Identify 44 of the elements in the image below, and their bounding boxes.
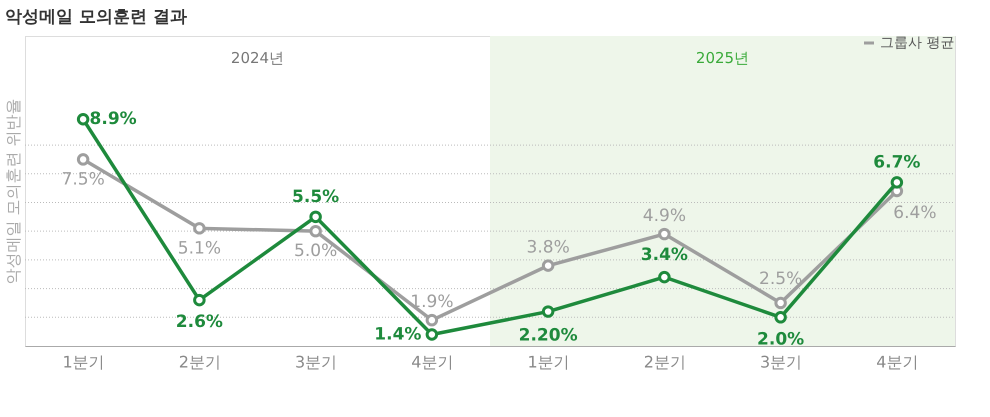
data-label: 2.5% [759, 268, 802, 289]
data-label: 2.0% [757, 329, 804, 350]
annotation: 2025년 [696, 49, 750, 67]
y-axis-title: 악성메일 모의훈련 위반율 [4, 98, 22, 285]
point [426, 328, 438, 341]
data-label: 3.4% [640, 245, 688, 266]
data-label: 5.0% [294, 241, 338, 262]
x-tick-label: 1분기 [528, 352, 570, 372]
point [542, 305, 554, 318]
point [193, 294, 206, 306]
data-label: 2.6% [176, 312, 223, 332]
point [76, 153, 90, 166]
x-tick-label: 3분기 [760, 352, 802, 372]
x-tick-label: 2분기 [178, 352, 221, 372]
data-label: 4.9% [642, 206, 686, 226]
data-label: 1.9% [410, 292, 454, 312]
legend-label: 그룹사 평균 [880, 35, 954, 51]
data-label: 7.5% [62, 169, 105, 190]
point [309, 224, 322, 238]
point [658, 270, 671, 284]
data-label: 1.4% [374, 324, 422, 345]
data-label: 8.9% [90, 109, 137, 130]
x-tick-label: 3분기 [295, 352, 338, 372]
x-tick-label: 4분기 [876, 352, 918, 372]
point [774, 311, 787, 324]
annotation: 2024년 [230, 49, 284, 67]
x-tick-label: 2분기 [644, 352, 686, 372]
data-label: 2.20% [518, 326, 578, 346]
data-label: 6.4% [893, 203, 936, 223]
data-label: 3.8% [526, 238, 570, 258]
point [76, 113, 90, 126]
data-label: 5.1% [178, 238, 221, 258]
point [774, 296, 787, 310]
data-label: 5.5% [292, 186, 340, 207]
point [890, 176, 904, 189]
point [658, 228, 671, 240]
data-label: 6.7% [873, 152, 920, 172]
point [193, 222, 206, 235]
x-tick-label: 4분기 [411, 352, 454, 372]
chart-title: 악성메일 모의훈련 결과 [5, 7, 187, 27]
point [426, 314, 438, 326]
point [542, 259, 554, 272]
point [309, 210, 322, 224]
x-tick-label: 1분기 [62, 352, 105, 372]
